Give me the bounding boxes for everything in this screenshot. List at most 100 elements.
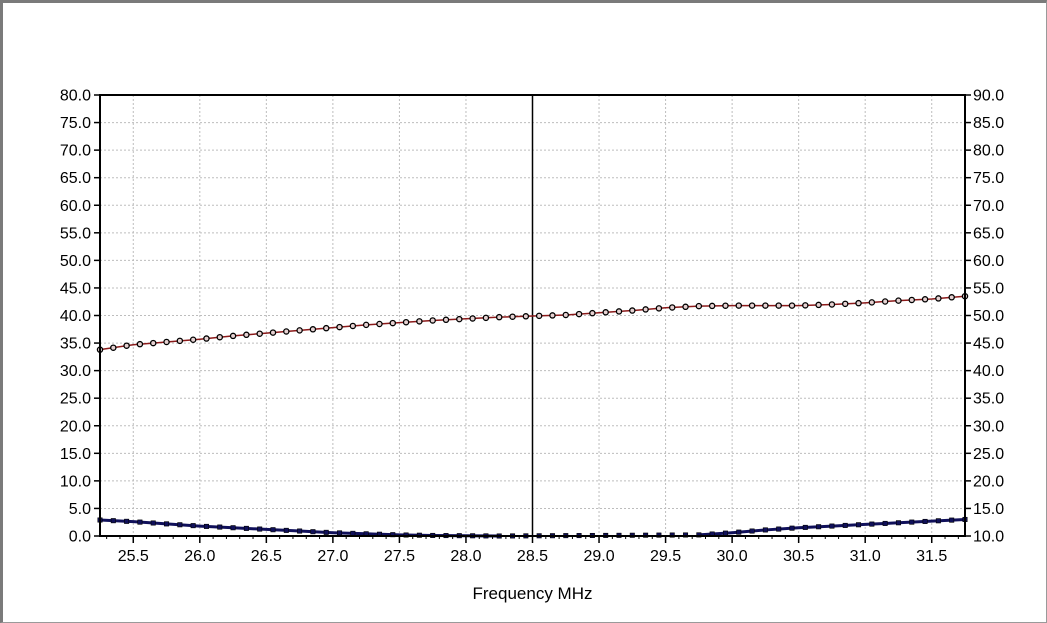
left-axis-tick-label: 70.0 (60, 143, 91, 160)
left-axis-tick-label: 5.0 (69, 501, 91, 518)
right-axis-tick-label: 15.0 (973, 501, 1004, 518)
lower-series-point (243, 525, 249, 531)
lower-series-point (124, 518, 130, 524)
lower-series-point (749, 528, 755, 534)
upper-series-point (336, 323, 343, 331)
upper-series-point (469, 315, 476, 322)
upper-series-point (163, 338, 170, 346)
x-axis-tick-label: 26.0 (184, 548, 215, 565)
upper-series-point (642, 306, 649, 313)
upper-series-point (189, 336, 197, 344)
right-axis-tick-label: 85.0 (973, 115, 1004, 132)
lower-series-point (829, 523, 835, 529)
lower-series-point (177, 522, 183, 528)
upper-series-point (495, 313, 503, 321)
upper-series-point (735, 302, 743, 309)
upper-series-point (668, 304, 676, 311)
upper-series-point (695, 302, 703, 310)
lower-series-point (270, 527, 276, 533)
upper-series-point (802, 302, 809, 309)
left-axis-tick-label: 25.0 (60, 391, 91, 408)
upper-series-point (629, 307, 636, 314)
x-axis-tick-label: 29.5 (650, 548, 681, 565)
upper-series-point (828, 301, 836, 308)
upper-series-point (149, 339, 157, 347)
right-axis-tick-label: 20.0 (973, 473, 1004, 490)
upper-series-point (416, 318, 423, 325)
upper-series-point (110, 344, 117, 351)
left-axis-tick-label: 55.0 (60, 225, 91, 242)
upper-series-point (722, 302, 729, 309)
upper-series-point (269, 329, 277, 336)
right-axis-tick-label: 50.0 (973, 308, 1004, 325)
right-axis-tick-label: 10.0 (973, 529, 1004, 546)
x-axis-tick-label: 27.5 (384, 548, 415, 565)
upper-series-point (402, 318, 410, 326)
upper-series-point (456, 315, 463, 323)
upper-series-point (908, 296, 916, 304)
right-axis-tick-label: 45.0 (973, 336, 1004, 353)
upper-series-point (442, 316, 450, 324)
lower-series-point (283, 527, 289, 533)
upper-series-point (948, 294, 955, 301)
right-axis-tick-label: 60.0 (973, 253, 1004, 270)
lower-series-point (856, 522, 862, 528)
lower-series-point (935, 518, 941, 524)
left-axis-tick-label: 65.0 (60, 170, 91, 187)
lower-series-point (297, 528, 303, 534)
x-axis-tick-label: 27.0 (317, 548, 348, 565)
left-axis-tick-label: 50.0 (60, 253, 91, 270)
lower-series-point (776, 526, 782, 532)
right-axis-tick-label: 65.0 (973, 225, 1004, 242)
lower-series-point (869, 521, 875, 527)
upper-series-point (176, 337, 184, 345)
lower-series-point (683, 532, 689, 538)
upper-series-point (376, 320, 383, 328)
lower-series-point (150, 520, 156, 526)
upper-series-point (349, 322, 357, 330)
x-axis-tick-label: 30.0 (717, 548, 748, 565)
upper-series-point (429, 317, 436, 324)
lower-series-point (110, 518, 116, 524)
right-axis-tick-label: 25.0 (973, 446, 1004, 463)
right-axis-tick-label: 90.0 (973, 88, 1004, 105)
lower-series-point (949, 517, 955, 523)
upper-series-point (229, 332, 237, 340)
upper-series-point (788, 302, 796, 309)
x-axis-tick-label: 28.0 (450, 548, 481, 565)
lower-series-point (762, 527, 768, 533)
upper-series-point (762, 302, 769, 309)
upper-series-point (522, 313, 530, 320)
upper-series-point (549, 312, 556, 319)
upper-series-point (815, 301, 822, 309)
upper-series-point (296, 327, 303, 334)
x-axis-title: Frequency MHz (473, 584, 593, 603)
lower-series-point (816, 524, 822, 530)
lower-series-point (922, 518, 928, 524)
x-axis-tick-label: 28.5 (517, 548, 548, 565)
upper-series-point (309, 326, 317, 333)
upper-series-point (535, 312, 543, 320)
tick-labels: 0.0 5.0 10.0 15.0 20.0 25.0 30.0 35.0 40.0 45.0 50… (60, 88, 1004, 566)
upper-series-point (589, 309, 596, 317)
upper-series-point (935, 295, 942, 302)
upper-series-point (682, 303, 689, 311)
ticks (94, 94, 971, 543)
lower-series-point (310, 529, 316, 535)
upper-series-point (602, 309, 609, 316)
lower-series-point (802, 524, 808, 530)
upper-series-point (216, 333, 224, 341)
upper-series-point (575, 310, 583, 318)
right-axis-tick-label: 40.0 (973, 363, 1004, 380)
upper-series-point (362, 321, 370, 329)
upper-series-point (203, 335, 210, 342)
left-axis-tick-label: 60.0 (60, 198, 91, 215)
x-axis-tick-label: 29.0 (583, 548, 614, 565)
upper-series-point (123, 342, 130, 349)
upper-series-point (855, 299, 862, 307)
upper-series-point (243, 331, 250, 339)
upper-series-point (389, 319, 397, 327)
upper-series-point (841, 300, 849, 308)
series-layer (96, 292, 969, 539)
